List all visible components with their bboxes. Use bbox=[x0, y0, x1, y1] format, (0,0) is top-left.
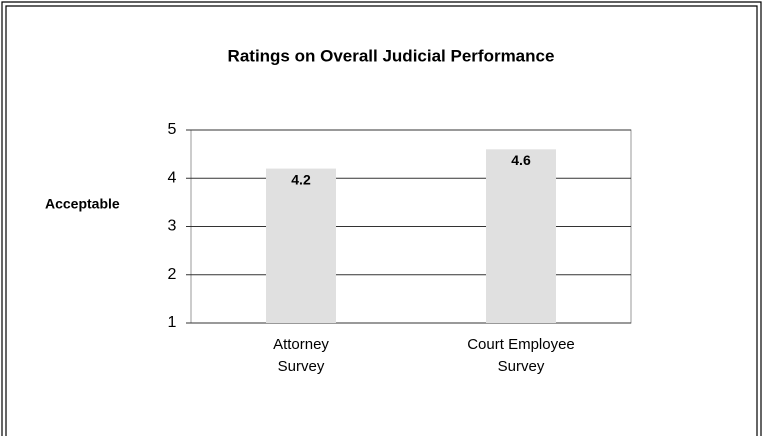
bar bbox=[486, 149, 556, 323]
x-tick-label: Survey bbox=[498, 358, 545, 375]
y-tick-label: 5 bbox=[168, 121, 177, 138]
frame-inner bbox=[5, 5, 758, 436]
y-tick-label: 4 bbox=[168, 169, 177, 186]
value-label: 4.6 bbox=[511, 152, 531, 168]
y-tick-label: 1 bbox=[168, 314, 177, 331]
y-tick-label: 3 bbox=[168, 218, 177, 235]
x-tick-label: Attorney bbox=[273, 336, 329, 353]
x-tick-label: Survey bbox=[278, 358, 325, 375]
value-label: 4.2 bbox=[291, 171, 311, 187]
x-tick-label: Court Employee bbox=[467, 336, 575, 353]
bar bbox=[266, 168, 336, 323]
y-tick-label: 2 bbox=[168, 266, 177, 283]
y-axis-label: Acceptable bbox=[45, 196, 120, 212]
chart-title: Ratings on Overall Judicial Performance bbox=[228, 46, 555, 65]
